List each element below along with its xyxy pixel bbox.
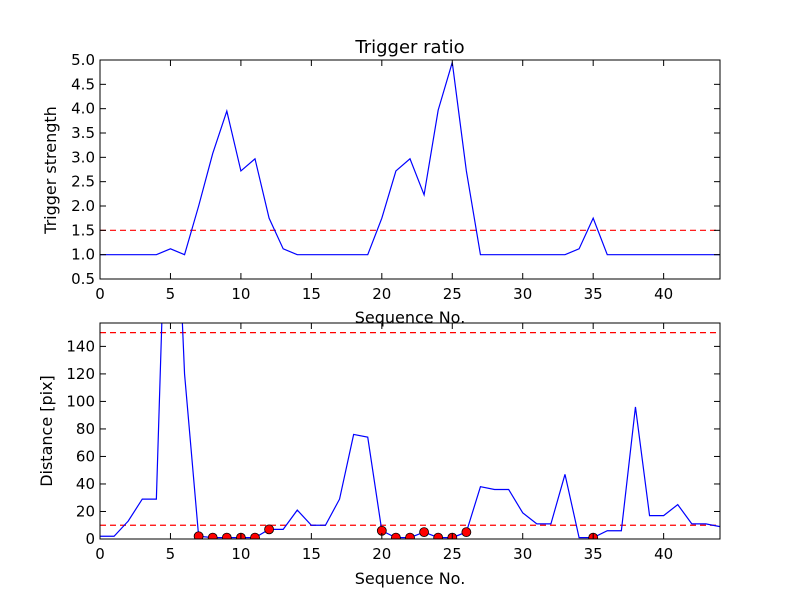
- chart-title: Trigger ratio: [354, 37, 464, 58]
- top-y-tick-label: 4.5: [71, 75, 95, 93]
- bottom-chart: 0 5 10 15 20 25 30 35 40 0 20 40 60 80 100 120 140 Seque…: [37, 322, 721, 588]
- top-axes-frame: [99, 59, 721, 280]
- bottom-axes-frame: [99, 322, 721, 540]
- top-x-tick-label: 0: [95, 285, 105, 303]
- top-series-line-0: [100, 62, 720, 256]
- top-x-tick-label: 35: [584, 285, 603, 303]
- top-x-axis-label: Sequence No.: [355, 308, 466, 327]
- top-x-tick-label: 40: [654, 285, 673, 303]
- top-x-tick-label: 25: [443, 285, 462, 303]
- top-y-tick-label: 5.0: [71, 51, 95, 69]
- top-x-tick-label: 10: [231, 285, 250, 303]
- top-y-axis-label: Trigger strength: [41, 106, 60, 235]
- top-y-tick-label: 3.0: [71, 148, 95, 166]
- bottom-data-point: [264, 524, 274, 535]
- bottom-series-line-0: [100, 323, 720, 539]
- top-y-tick-label: 0.5: [71, 270, 95, 288]
- bottom-plot-area: [100, 323, 720, 539]
- bottom-data-point: [207, 532, 218, 539]
- top-x-tick-label: 5: [166, 285, 176, 303]
- bottom-x-tick-label: 40: [654, 545, 673, 563]
- bottom-data-point: [461, 527, 472, 538]
- bottom-y-tick-label: 140: [66, 337, 95, 355]
- bottom-axis-ticks: 0 5 10 15 20 25 30 35 40 0 20 40 60 80 100 120 140: [66, 323, 720, 563]
- bottom-x-tick-label: 0: [95, 545, 105, 563]
- bottom-y-tick-label: 120: [66, 365, 95, 383]
- bottom-y-tick-label: 20: [76, 502, 95, 520]
- bottom-data-point: [405, 532, 415, 539]
- top-y-tick-label: 1.5: [71, 221, 95, 239]
- top-axis-ticks: 0 5 10 15 20 25 30 35 40 0.5 1.0 1.5 2.0 2.5 3.0 3.5 4.0…: [71, 51, 720, 303]
- bottom-data-point: [419, 527, 429, 538]
- top-y-tick-label: 2.5: [71, 173, 95, 191]
- bottom-x-tick-label: 30: [513, 545, 532, 563]
- bottom-data-point: [250, 532, 260, 539]
- top-chart: Trigger ratio 0 5 10 15 20 25 30 35 40 0.5 1.0 1.5 2…: [41, 37, 721, 327]
- bottom-y-tick-label: 80: [76, 420, 95, 438]
- bottom-data-point: [433, 532, 444, 539]
- top-x-tick-label: 30: [513, 285, 532, 303]
- bottom-x-tick-label: 20: [372, 545, 391, 563]
- bottom-x-tick-label: 5: [166, 545, 176, 563]
- top-y-tick-label: 1.0: [71, 246, 95, 264]
- bottom-x-tick-label: 15: [302, 545, 321, 563]
- bottom-x-tick-label: 25: [443, 545, 462, 563]
- bottom-y-axis-label: Distance [pix]: [37, 375, 56, 487]
- top-y-tick-label: 4.0: [71, 100, 95, 118]
- bottom-x-axis-label: Sequence No.: [355, 569, 466, 588]
- bottom-data-point: [391, 532, 401, 539]
- bottom-x-tick-label: 10: [231, 545, 250, 563]
- top-x-tick-label: 20: [372, 285, 391, 303]
- bottom-x-tick-label: 35: [584, 545, 603, 563]
- top-y-tick-label: 2.0: [71, 197, 95, 215]
- top-y-tick-label: 3.5: [71, 124, 95, 142]
- bottom-y-tick-label: 40: [76, 475, 95, 493]
- bottom-data-point: [221, 532, 232, 539]
- top-x-tick-label: 15: [302, 285, 321, 303]
- bottom-y-tick-label: 100: [66, 392, 95, 410]
- bottom-y-tick-label: 60: [76, 447, 95, 465]
- bottom-y-tick-label: 0: [85, 530, 95, 548]
- bottom-data-point: [193, 531, 204, 539]
- top-plot-area: [100, 62, 720, 256]
